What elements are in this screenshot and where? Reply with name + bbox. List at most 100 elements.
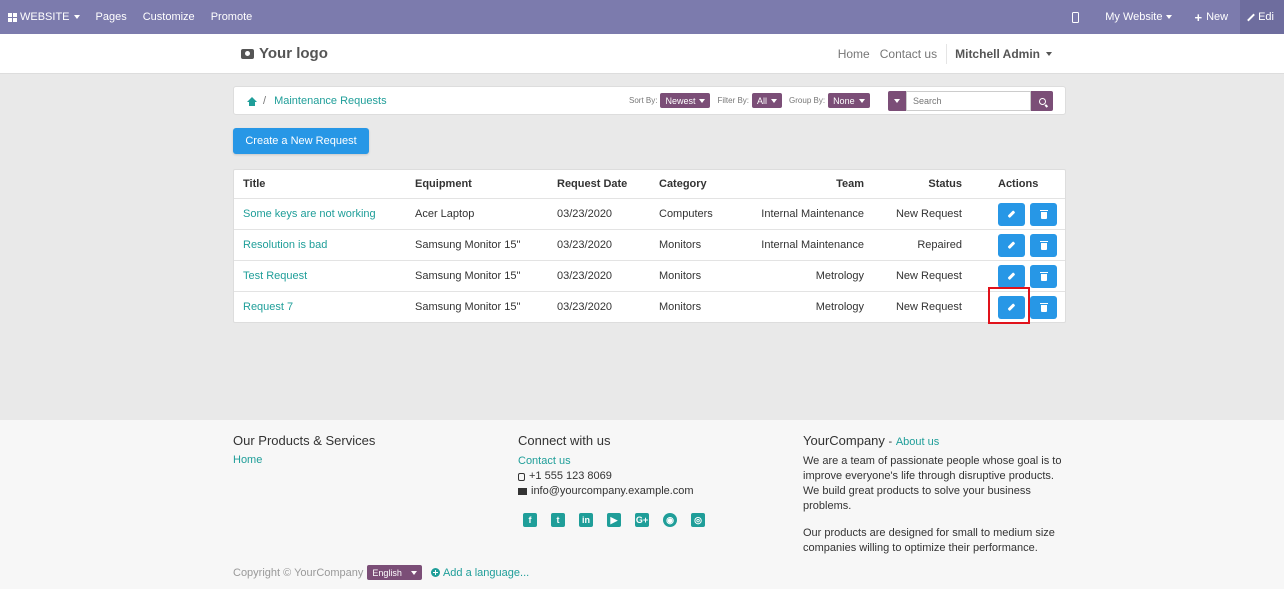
mobile-preview-button[interactable] [1064,0,1097,34]
caret-down-icon [1046,52,1052,56]
language-value: English [372,567,402,578]
highlight-box [988,287,1030,324]
group-dropdown[interactable]: None [828,93,870,108]
new-button[interactable]: + New [1186,0,1240,34]
request-title-link[interactable]: Request 7 [243,301,294,313]
group-label: Group By: [789,96,826,105]
equipment-cell: Acer Laptop [415,208,475,220]
pencil-icon [1007,241,1016,249]
request-title-link[interactable]: Resolution is bad [243,239,328,251]
edit-request-button[interactable] [998,202,1025,226]
filter-value: All [757,95,768,106]
footer-home-link[interactable]: Home [233,454,263,466]
pencil-icon [1007,272,1016,280]
admin-bar: WEBSITE Pages Customize Promote My Websi… [0,0,1284,34]
pencil-icon [1247,13,1255,21]
actions-cell [998,261,1062,291]
search-button[interactable] [1031,91,1053,111]
caret-down-icon [771,98,778,103]
header-equipment: Equipment [415,178,472,190]
edit-request-button[interactable] [998,233,1025,257]
date-cell: 03/23/2020 [557,301,613,313]
status-cell: Repaired [917,239,962,251]
products-title: Our Products & Services [233,433,376,448]
caret-down-icon [894,99,900,103]
search-options-dropdown[interactable] [888,91,906,111]
search-group [888,91,1053,111]
facebook-icon[interactable]: f [523,513,537,527]
breadcrumb: / Maintenance Requests [247,95,387,107]
table-header-row: Title Equipment Request Date Category Te… [234,170,1065,198]
date-cell: 03/23/2020 [557,208,613,220]
header-status: Status [928,178,962,190]
footer-connect: Connect with us Contact us +1 555 123 80… [518,433,719,527]
promote-menu[interactable]: Promote [210,11,253,23]
footer-contact-link[interactable]: Contact us [518,455,571,467]
website-menu[interactable]: WEBSITE [0,0,88,34]
equipment-cell: Samsung Monitor 15" [415,239,521,251]
website-menu-label: WEBSITE [20,11,70,23]
edit-request-button[interactable] [998,264,1025,288]
site-logo[interactable]: Your logo [241,45,328,62]
table-row: Resolution is bad Samsung Monitor 15" 03… [234,229,1065,260]
customize-menu[interactable]: Customize [142,11,195,23]
status-cell: New Request [895,208,962,220]
plus-icon: + [1194,9,1203,25]
actions-cell [998,199,1062,229]
status-cell: New Request [895,270,962,282]
add-language-link[interactable]: Add a language... [430,567,529,579]
youtube-icon[interactable]: ▶ [607,513,621,527]
delete-request-button[interactable] [1030,295,1057,319]
sort-dropdown[interactable]: Newest [660,93,711,108]
caret-down-icon [858,98,865,103]
nav-home-link[interactable]: Home [837,47,870,61]
user-menu[interactable]: Mitchell Admin [946,44,1060,64]
edit-button[interactable]: Edi [1240,0,1284,34]
about-us-link[interactable]: About us [895,436,940,448]
my-website-label: My Website [1105,11,1163,23]
team-cell: Metrology [815,301,864,313]
team-cell: Metrology [815,270,864,282]
delete-request-button[interactable] [1030,202,1057,226]
delete-request-button[interactable] [1030,233,1057,257]
status-cell: New Request [895,301,962,313]
google-plus-icon[interactable]: G+ [635,513,649,527]
copyright-bar: Copyright © YourCompany English Add a la… [233,565,529,580]
search-input[interactable] [906,91,1031,111]
date-cell: 03/23/2020 [557,239,613,251]
filter-dropdown[interactable]: All [752,93,783,108]
github-icon[interactable]: ◉ [663,513,677,527]
category-cell: Monitors [659,301,702,313]
home-icon[interactable] [247,96,257,106]
breadcrumb-current[interactable]: Maintenance Requests [274,95,387,107]
footer-products: Our Products & Services Home [233,433,375,466]
my-website-menu[interactable]: My Website [1097,0,1186,34]
company-title: YourCompany [803,433,885,448]
actions-cell [998,292,1062,322]
request-title-link[interactable]: Test Request [243,270,308,282]
site-footer: Our Products & Services Home Connect wit… [0,420,1284,589]
breadcrumb-bar: / Maintenance Requests Sort By: Newest F… [233,86,1066,115]
twitter-icon[interactable]: t [551,513,565,527]
request-title-link[interactable]: Some keys are not working [243,208,376,220]
edit-request-button[interactable] [998,295,1025,319]
caret-down-icon [1166,15,1173,19]
email-address[interactable]: info@yourcompany.example.com [531,485,694,497]
pages-menu[interactable]: Pages [95,11,127,23]
about-paragraph-1: We are a team of passionate people whose… [803,455,1062,512]
language-selector[interactable]: English [367,565,422,580]
instagram-icon[interactable]: ◎ [691,513,705,527]
delete-request-button[interactable] [1030,264,1057,288]
header-title: Title [243,178,266,190]
team-cell: Internal Maintenance [761,239,864,251]
trash-icon [1039,302,1048,312]
table-row: Test Request Samsung Monitor 15" 03/23/2… [234,260,1065,291]
social-links: f t in ▶ G+ ◉ ◎ [523,513,719,527]
about-separator: - [888,436,893,448]
linkedin-icon[interactable]: in [579,513,593,527]
create-request-button[interactable]: Create a New Request [233,128,369,154]
footer-about: YourCompany - About us We are a team of … [803,433,1068,568]
nav-contact-link[interactable]: Contact us [879,47,938,61]
user-name: Mitchell Admin [955,47,1040,61]
new-label: New [1206,11,1229,23]
